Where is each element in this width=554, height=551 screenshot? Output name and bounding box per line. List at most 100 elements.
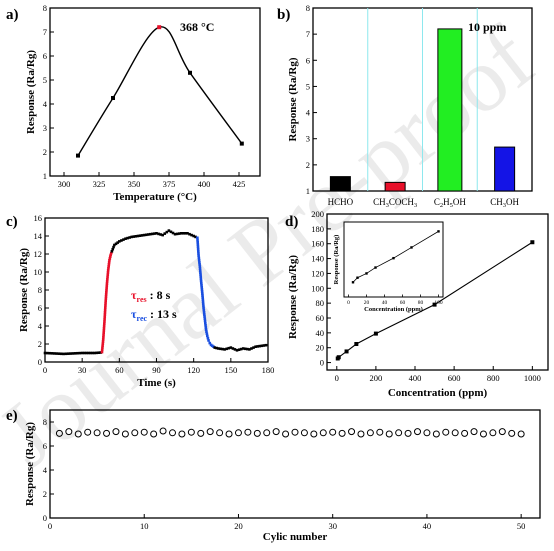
data-point bbox=[432, 430, 440, 438]
category-label-part: C bbox=[434, 197, 440, 207]
y-tick-label: 120 bbox=[311, 268, 324, 278]
y-tick-label: 0 bbox=[38, 357, 42, 367]
category-label-part: 3 bbox=[503, 202, 506, 209]
tau-res-annotation: τres : 8 s bbox=[131, 288, 171, 304]
y-tick-label: 4 bbox=[38, 321, 43, 331]
y-tick-label: 60 bbox=[316, 313, 325, 323]
data-point bbox=[244, 428, 252, 436]
data-point bbox=[207, 339, 210, 342]
data-point bbox=[200, 283, 203, 287]
x-tick-label: 0 bbox=[48, 521, 52, 531]
data-point bbox=[264, 343, 268, 347]
data-point bbox=[248, 348, 251, 351]
data-point bbox=[201, 296, 204, 300]
y-tick-label: 10 bbox=[34, 267, 43, 277]
data-point bbox=[196, 238, 199, 242]
data-point bbox=[146, 233, 150, 236]
data-point bbox=[188, 70, 192, 75]
y-tick-label: 40 bbox=[316, 328, 325, 338]
data-point bbox=[91, 351, 94, 355]
x-tick-label: 425 bbox=[233, 179, 246, 189]
data-point bbox=[202, 304, 205, 308]
inset-data-point bbox=[351, 281, 355, 284]
data-point bbox=[204, 323, 207, 327]
data-point bbox=[348, 428, 356, 436]
data-point bbox=[186, 232, 189, 235]
data-point bbox=[104, 301, 107, 305]
data-point bbox=[84, 428, 92, 436]
data-point bbox=[104, 295, 108, 298]
data-point bbox=[46, 351, 49, 355]
data-point bbox=[128, 236, 131, 239]
category-label-part: CH bbox=[373, 197, 386, 207]
data-point bbox=[221, 347, 224, 351]
y-tick-label: 5 bbox=[43, 75, 47, 85]
data-point bbox=[489, 429, 497, 437]
data-point bbox=[253, 429, 261, 437]
data-point bbox=[73, 352, 77, 355]
data-point bbox=[65, 428, 73, 436]
tau-res-sub: res bbox=[137, 295, 147, 304]
data-point bbox=[178, 430, 186, 438]
data-point bbox=[190, 233, 193, 237]
data-point bbox=[74, 430, 82, 438]
data-point bbox=[395, 429, 403, 437]
data-point bbox=[199, 275, 203, 279]
y-tick-label: 3 bbox=[306, 134, 310, 144]
y-tick-label: 8 bbox=[43, 3, 47, 13]
data-point bbox=[197, 256, 201, 260]
data-point bbox=[140, 428, 148, 436]
data-point bbox=[198, 269, 202, 273]
data-point bbox=[175, 232, 179, 236]
inset-x-tick-label: 20 bbox=[364, 300, 370, 306]
data-point bbox=[196, 245, 200, 249]
data-point bbox=[102, 329, 106, 332]
data-point bbox=[310, 430, 318, 438]
data-point bbox=[103, 315, 107, 319]
data-point bbox=[196, 243, 200, 246]
category-label: CH3OH bbox=[490, 197, 519, 209]
data-point bbox=[159, 427, 167, 435]
data-point bbox=[167, 229, 171, 232]
data-point bbox=[373, 331, 378, 336]
data-point bbox=[93, 429, 101, 437]
data-point bbox=[163, 232, 167, 235]
data-point bbox=[106, 273, 110, 276]
y-tick-label: 100 bbox=[311, 283, 324, 293]
y-tick-label: 6 bbox=[38, 303, 42, 313]
data-point bbox=[203, 313, 206, 316]
data-point bbox=[225, 347, 229, 351]
data-point bbox=[102, 331, 105, 335]
data-point bbox=[254, 345, 257, 348]
y-tick-label: 160 bbox=[311, 239, 324, 249]
x-tick-label: 0 bbox=[335, 373, 339, 383]
data-point bbox=[105, 282, 109, 285]
data-point bbox=[233, 348, 237, 351]
data-point bbox=[120, 239, 123, 242]
bar bbox=[494, 146, 516, 192]
data-point bbox=[179, 232, 183, 235]
tau-rec-sub: rec bbox=[137, 314, 148, 323]
data-point bbox=[300, 429, 308, 437]
data-point bbox=[169, 230, 173, 234]
data-point bbox=[105, 286, 108, 290]
data-point bbox=[112, 245, 115, 249]
data-point bbox=[200, 286, 204, 289]
data-point bbox=[204, 328, 208, 331]
x-tick-label: 375 bbox=[163, 179, 176, 189]
data-point bbox=[199, 273, 202, 277]
data-point bbox=[111, 247, 115, 251]
tau-rec-value: : 13 s bbox=[147, 307, 177, 321]
data-point bbox=[414, 428, 421, 436]
data-point bbox=[442, 428, 450, 436]
x-axis-label: Concentration (ppm) bbox=[388, 387, 488, 399]
data-point bbox=[69, 352, 72, 355]
data-point bbox=[171, 231, 175, 235]
category-label-part: H bbox=[443, 197, 450, 207]
data-point bbox=[196, 247, 200, 251]
data-point bbox=[231, 347, 235, 350]
y-tick-label: 6 bbox=[306, 55, 310, 65]
x-tick-label: 150 bbox=[224, 365, 237, 375]
data-point bbox=[404, 429, 412, 437]
y-tick-label: 2 bbox=[38, 339, 42, 349]
